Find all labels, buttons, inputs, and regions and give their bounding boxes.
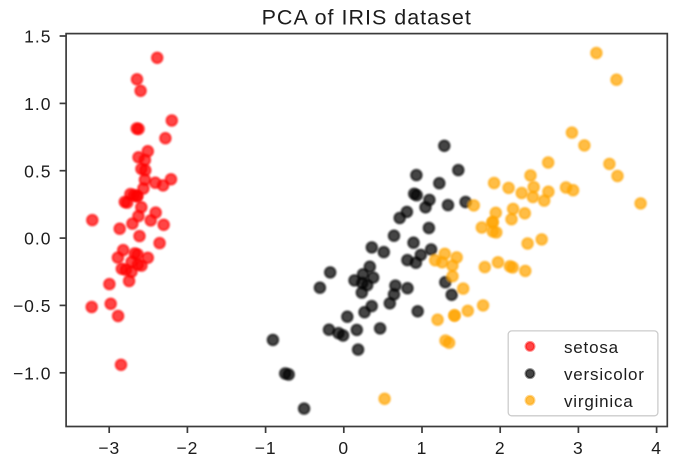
svg-text:virginica: virginica <box>564 392 634 411</box>
svg-text:1: 1 <box>417 438 428 458</box>
svg-text:−0.5: −0.5 <box>13 296 52 316</box>
svg-text:PCA of IRIS dataset: PCA of IRIS dataset <box>262 6 472 30</box>
svg-text:2: 2 <box>495 438 506 458</box>
svg-text:setosa: setosa <box>564 338 619 357</box>
svg-text:0.5: 0.5 <box>24 161 51 181</box>
svg-text:−3: −3 <box>98 438 120 458</box>
svg-text:3: 3 <box>573 438 584 458</box>
svg-text:1.0: 1.0 <box>24 94 51 114</box>
svg-text:−1: −1 <box>255 438 277 458</box>
svg-text:4: 4 <box>651 438 662 458</box>
svg-text:−1.0: −1.0 <box>13 363 52 383</box>
svg-text:versicolor: versicolor <box>564 365 645 384</box>
svg-text:1.5: 1.5 <box>24 27 51 47</box>
svg-text:0: 0 <box>338 438 349 458</box>
svg-text:−2: −2 <box>176 438 198 458</box>
svg-text:0.0: 0.0 <box>24 229 51 249</box>
